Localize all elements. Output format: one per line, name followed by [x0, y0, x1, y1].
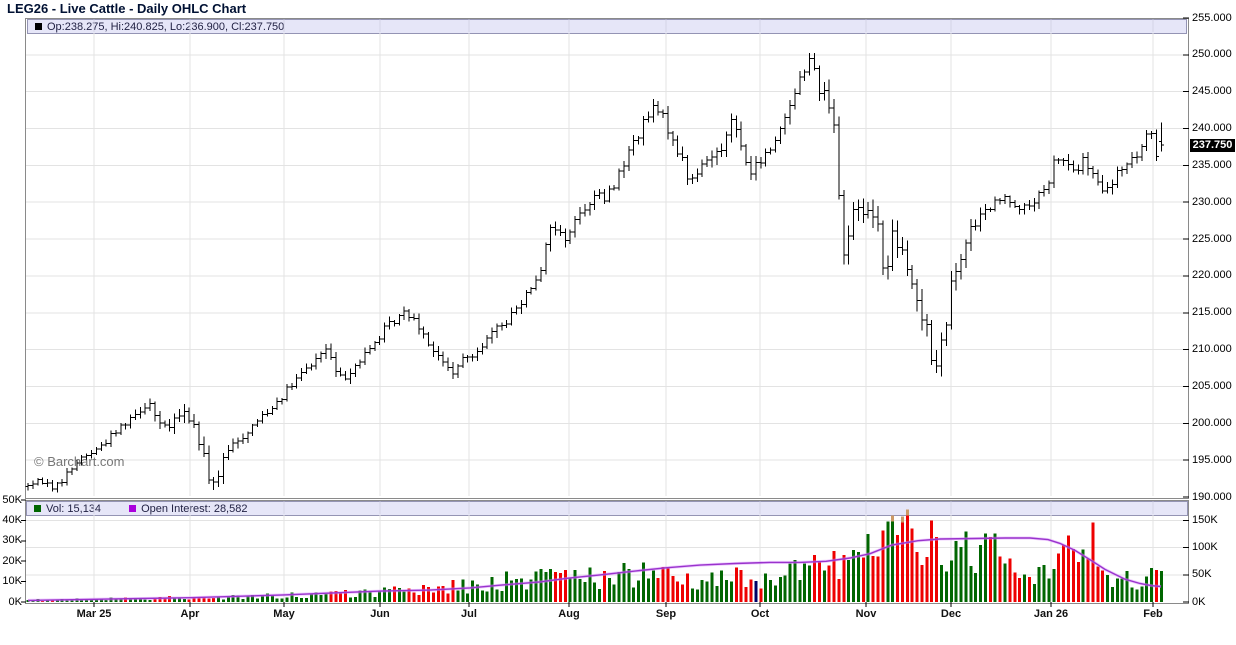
watermark: © Barchart.com: [34, 454, 125, 469]
price-tick-label: 215.000: [1192, 306, 1232, 319]
price-tick-label: 230.000: [1192, 195, 1232, 208]
volume-tick-label: 0K: [8, 595, 22, 608]
price-tick-label: 220.000: [1192, 269, 1232, 282]
price-legend-strip: Op:238.275, Hi:240.825, Lo:236.900, Cl:2…: [27, 19, 1187, 34]
price-tick-label: 235.000: [1192, 158, 1232, 171]
price-tick-label: 200.000: [1192, 416, 1232, 429]
volume-legend-text: Vol: 15,134: [46, 502, 102, 515]
price-tick-label: 250.000: [1192, 48, 1232, 61]
oi-tick-label: 150K: [1192, 514, 1218, 527]
ohlc-series-swatch-icon: [35, 23, 42, 30]
month-label: Oct: [750, 608, 770, 620]
month-label: Jul: [461, 608, 477, 620]
last-price-label: 237.750: [1190, 139, 1235, 152]
month-label: Mar 25: [76, 608, 112, 620]
month-label: Jun: [370, 608, 390, 620]
volume-series-swatch-icon: [34, 505, 41, 512]
price-panel: [25, 18, 1189, 499]
price-tick-label: 225.000: [1192, 232, 1232, 245]
ohlc-legend-text: Op:238.275, Hi:240.825, Lo:236.900, Cl:2…: [47, 20, 285, 33]
price-tick-label: 205.000: [1192, 379, 1232, 392]
price-tick-label: 245.000: [1192, 85, 1232, 98]
month-label: Sep: [655, 608, 677, 620]
price-tick-label: 255.000: [1192, 11, 1232, 24]
month-label: Jan 26: [1033, 608, 1069, 620]
volume-tick-label: 20K: [2, 554, 22, 567]
oi-tick-label: 0K: [1192, 595, 1206, 608]
volume-tick-label: 40K: [2, 513, 22, 526]
month-label: Dec: [940, 608, 962, 620]
page-title: LEG26 - Live Cattle - Daily OHLC Chart: [7, 1, 247, 16]
price-tick-label: 210.000: [1192, 343, 1232, 356]
month-label: May: [273, 608, 295, 620]
month-label: Feb: [1143, 608, 1163, 620]
month-label: Aug: [558, 608, 580, 620]
volume-tick-label: 30K: [2, 534, 22, 547]
oi-tick-label: 100K: [1192, 541, 1218, 554]
price-tick-label: 195.000: [1192, 453, 1232, 466]
volume-tick-label: 50K: [2, 493, 22, 506]
oi-tick-label: 50K: [1192, 568, 1212, 581]
open-interest-legend-text: Open Interest: 28,582: [141, 502, 248, 515]
month-label: Apr: [180, 608, 200, 620]
month-label: Nov: [855, 608, 877, 620]
volume-legend-strip: Vol: 15,134 Open Interest: 28,582: [26, 501, 1188, 516]
price-tick-label: 190.000: [1192, 490, 1232, 503]
price-tick-label: 240.000: [1192, 122, 1232, 135]
open-interest-swatch-icon: [129, 505, 137, 512]
volume-tick-label: 10K: [2, 575, 22, 588]
